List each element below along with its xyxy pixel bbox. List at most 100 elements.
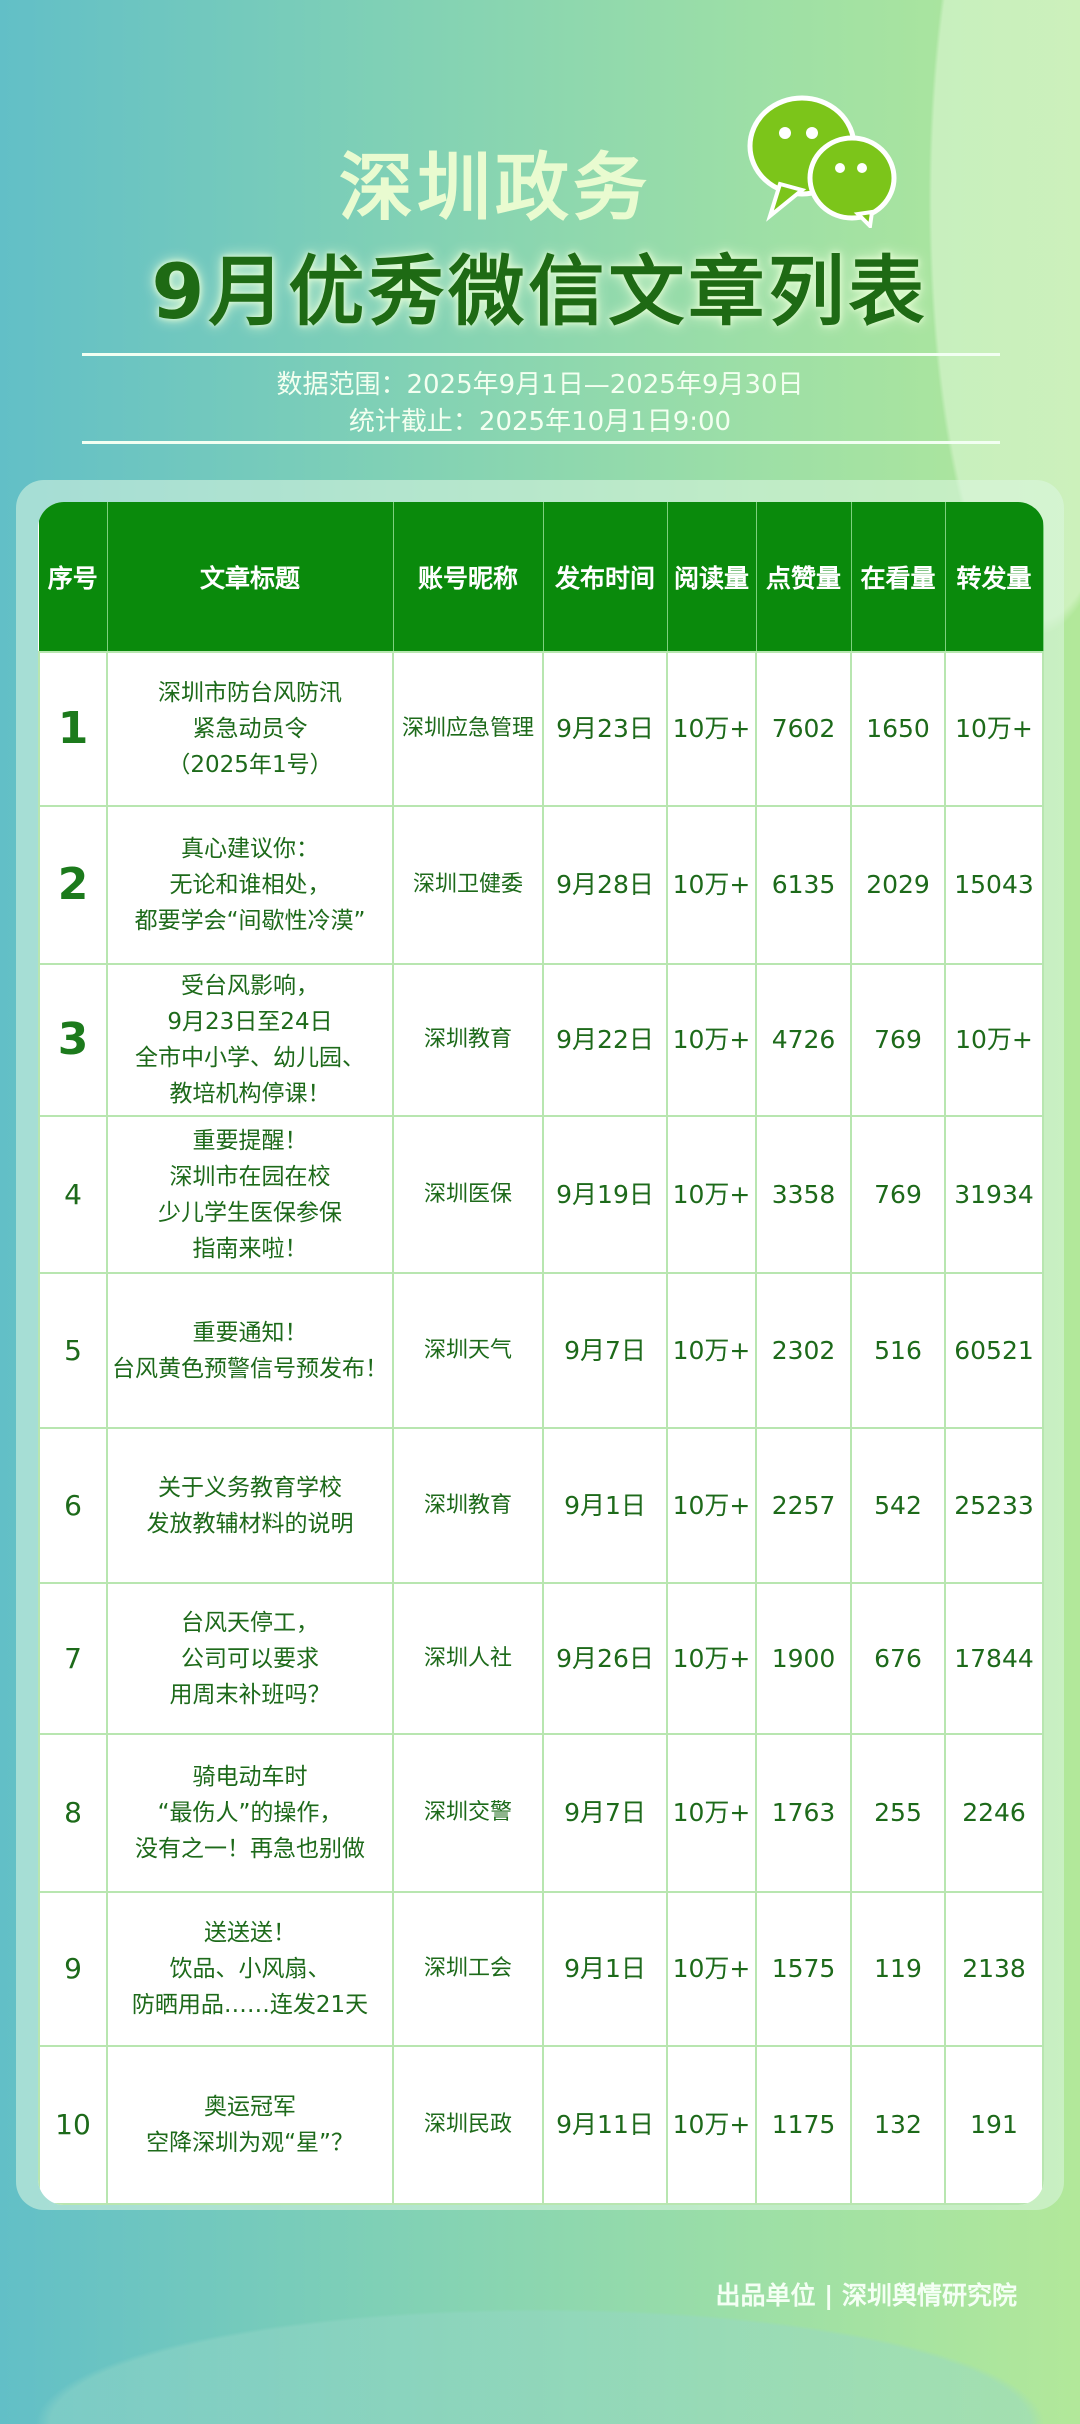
cell-reads: 10万+ [666,2045,757,2205]
cell-reads: 10万+ [666,1115,757,1274]
data-range: 数据范围：2025年9月1日—2025年9月30日 [276,370,804,400]
cell-account: 深圳教育 [392,1427,544,1584]
cell-rank: 7 [38,1582,108,1735]
title-line: 饮品、小风扇、 [169,1956,331,1982]
cell-likes: 7602 [755,651,852,807]
cell-title: 奥运冠军空降深圳为观“星”？ [106,2045,394,2205]
cell-shares: 2246 [944,1733,1044,1893]
cell-watching: 1650 [850,651,946,807]
cell-date: 9月22日 [542,963,668,1117]
cell-reads: 10万+ [666,805,757,965]
cell-title: 重要通知！ 台风黄色预警信号预发布！ [106,1272,394,1429]
column-header: 点赞量 [756,502,852,652]
cell-rank: 5 [38,1272,108,1429]
cell-likes: 2302 [755,1272,852,1429]
cell-likes: 1900 [755,1582,852,1735]
cell-likes: 2257 [755,1427,852,1584]
cell-reads: 10万+ [666,1582,757,1735]
cell-watching: 769 [850,1115,946,1274]
cell-watching: 542 [850,1427,946,1584]
cell-account: 深圳人社 [392,1582,544,1735]
cell-shares: 17844 [944,1582,1044,1735]
title-line: 指南来啦！ [192,1235,308,1262]
title-line: （2025年1号） [167,752,333,778]
cell-account: 深圳医保 [392,1115,544,1274]
cell-likes: 6135 [755,805,852,965]
cell-account: 深圳卫健委 [392,805,544,965]
cell-rank: 8 [38,1733,108,1893]
cell-title: 骑电动车时 “最伤人”的操作， 没有之一！再急也别做 [106,1733,394,1893]
cell-account: 深圳交警 [392,1733,544,1893]
title-line: 深圳市防台风防汛 [158,680,342,706]
cell-reads: 10万+ [666,1891,757,2047]
cell-reads: 10万+ [666,651,757,807]
title-line: 台风天停工， [181,1609,319,1636]
title-line: 发放教辅材料的说明 [146,1510,354,1537]
cell-likes: 1763 [755,1733,852,1893]
title-line: 全市中小学、幼儿园、 [135,1045,365,1071]
cell-account: 深圳天气 [392,1272,544,1429]
title-line: 没有之一！再急也别做 [135,1836,365,1862]
cell-reads: 10万+ [666,1272,757,1429]
cell-shares: 60521 [944,1272,1044,1429]
cell-watching: 2029 [850,805,946,965]
table-row: 10 奥运冠军 空降深圳为观“星”？ 深圳民政 9月11日 10万+ 1175 132 191 [38,2045,1044,2205]
cell-date: 9月7日 [542,1733,668,1893]
brand-title: 深圳政务 [339,145,651,231]
title-line: “最伤人”的操作， [157,1800,343,1826]
cell-shares: 10万+ [944,651,1044,807]
cell-date: 9月1日 [542,1427,668,1584]
column-header: 在看量 [851,502,946,652]
table-row: 7 台风天停工， 公司可以要求 用周末补班吗？ 深圳人社 9月26日 10万+ 1900 676… [38,1582,1044,1735]
cell-rank: 1 [38,651,108,807]
title-line: 少儿学生医保参保 [158,1199,342,1226]
table-row: 2 真心建议你： 无论和谁相处， 都要学会“间歇性冷漠” 深圳卫健委 9月28日 10万+ 6… [38,805,1044,965]
cell-watching: 255 [850,1733,946,1893]
cell-reads: 10万+ [666,1427,757,1584]
title-line: 用周末补班吗？ [169,1681,331,1708]
cell-watching: 769 [850,963,946,1117]
cutoff-time: 统计截止：2025年10月1日9:00 [348,407,732,437]
title-line: 防晒用品……连发21天 [131,1992,369,2018]
title-line: 奥运冠军 [204,2094,296,2120]
title-line: 受台风影响， [181,973,319,999]
title-line: 教培机构停课！ [169,1081,331,1107]
title-line: 真心建议你： [181,836,319,862]
table-row: 1 深圳市防台风防汛 紧急动员令 （2025年1号） 深圳应急管理 9月23日 10万+ 76… [38,651,1044,807]
table-row: 9 送送送！ 饮品、小风扇、 防晒用品……连发21天 深圳工会 9月1日 10万+ 1575 1… [38,1891,1044,2047]
cell-date: 9月28日 [542,805,668,965]
cell-shares: 2138 [944,1891,1044,2047]
cell-likes: 4726 [755,963,852,1117]
title-line: 骑电动车时 [192,1764,308,1790]
cell-account: 深圳工会 [392,1891,544,2047]
title-line: 无论和谁相处， [169,872,331,898]
cell-title: 真心建议你： 无论和谁相处， 都要学会“间歇性冷漠” [106,805,394,965]
column-header: 阅读量 [667,502,757,652]
cell-rank: 2 [38,805,108,965]
cell-account: 深圳民政 [392,2045,544,2205]
cell-shares: 191 [944,2045,1044,2205]
cell-likes: 1575 [755,1891,852,2047]
page-title: 9月优秀微信文章列表 [151,247,929,336]
table-row: 3 受台风影响， 9月23日至24日 全市中小学、幼儿园、 教培机构停课！ 深圳教育 9月2… [38,963,1044,1117]
cell-shares: 15043 [944,805,1044,965]
title-line: 深圳市在园在校 [169,1163,331,1190]
cell-date: 9月7日 [542,1272,668,1429]
cell-title: 台风天停工， 公司可以要求 用周末补班吗？ [106,1582,394,1735]
title-line: 关于义务教育学校 [158,1474,342,1501]
cell-likes: 1175 [755,2045,852,2205]
title-line: 都要学会“间歇性冷漠” [134,908,366,934]
title-line: 空降深圳为观“星”？ [146,2130,354,2156]
title-line: 台风黄色预警信号预发布！ [112,1355,388,1382]
cell-date: 9月23日 [542,651,668,807]
cell-likes: 3358 [755,1115,852,1274]
table-row: 6 关于义务教育学校 发放教辅材料的说明 深圳教育 9月1日 10万+ 2257 542 252… [38,1427,1044,1584]
cell-shares: 10万+ [944,963,1044,1117]
cell-title: 重要提醒！ 深圳市在园在校 少儿学生医保参保 指南来啦！ [106,1115,394,1274]
cell-title: 深圳市防台风防汛 紧急动员令 （2025年1号） [106,651,394,807]
cell-shares: 31934 [944,1115,1044,1274]
cell-rank: 3 [38,963,108,1117]
title-line: 重要提醒！ [192,1127,308,1154]
title-line: 重要通知！ [192,1319,308,1346]
cell-rank: 6 [38,1427,108,1584]
